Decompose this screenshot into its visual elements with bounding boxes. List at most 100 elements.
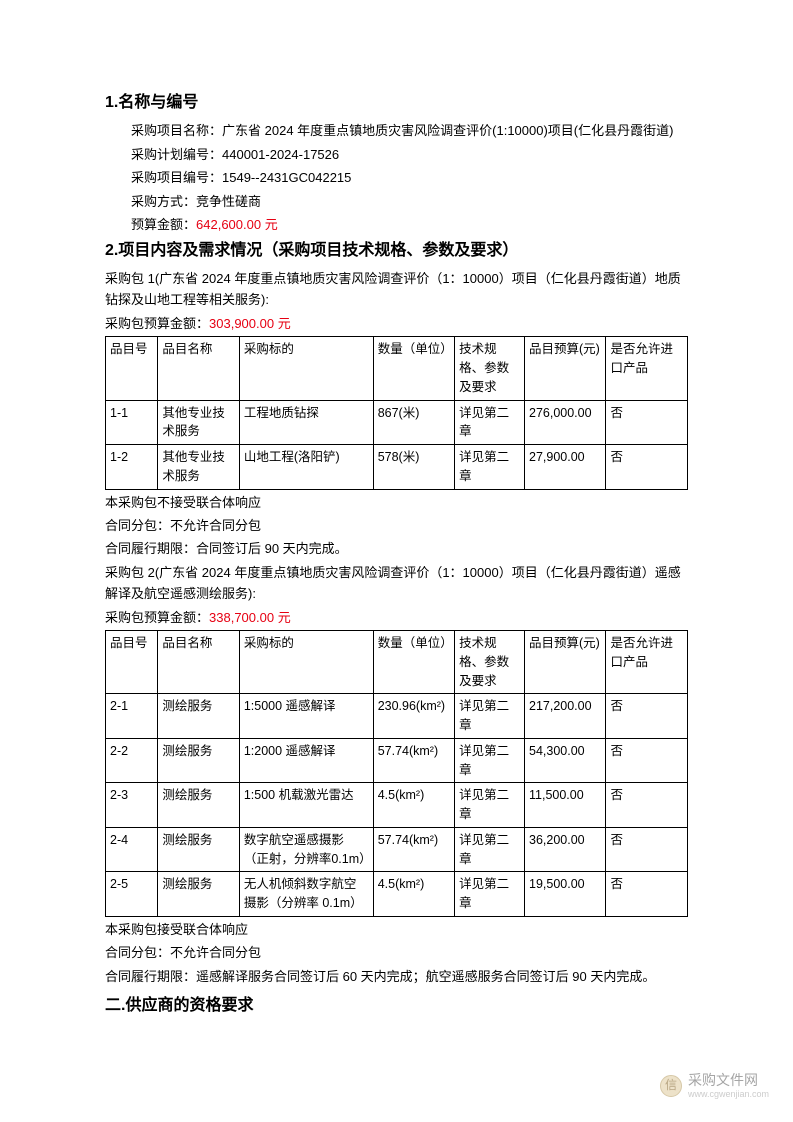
table2-header-row: 品目号 品目名称 采购标的 数量（单位） 技术规格、参数及要求 品目预算(元) … (106, 631, 688, 694)
section1-title: 1.名称与编号 (105, 90, 688, 116)
section3-title: 二.供应商的资格要求 (105, 993, 688, 1019)
cell: 4.5(km²) (373, 783, 454, 828)
cell: 1:5000 遥感解译 (239, 694, 373, 739)
cell: 详见第二章 (455, 400, 525, 445)
table2-row: 2-5 测绘服务 无人机倾斜数字航空摄影（分辨率 0.1m） 4.5(km²) … (106, 872, 688, 917)
project-name-value: 广东省 2024 年度重点镇地质灾害风险调查评价(1:10000)项目(仁化县丹… (222, 123, 673, 138)
cell: 57.74(km²) (373, 827, 454, 872)
cell: 山地工程(洛阳铲) (239, 445, 373, 490)
cell: 否 (606, 400, 688, 445)
table2-row: 2-3 测绘服务 1:500 机载激光雷达 4.5(km²) 详见第二章 11,… (106, 783, 688, 828)
cell: 详见第二章 (455, 872, 525, 917)
project-no-value: 1549--2431GC042215 (222, 170, 351, 185)
table2-row: 2-1 测绘服务 1:5000 遥感解译 230.96(km²) 详见第二章 2… (106, 694, 688, 739)
cell: 57.74(km²) (373, 738, 454, 783)
cell: 详见第二章 (455, 694, 525, 739)
cell: 867(米) (373, 400, 454, 445)
package2-budget-value: 338,700.00 元 (209, 610, 291, 625)
cell: 测绘服务 (158, 783, 239, 828)
package1-note: 本采购包不接受联合体响应 (105, 492, 688, 513)
cell: 2-4 (106, 827, 158, 872)
package2-note: 合同分包：不允许合同分包 (105, 942, 688, 963)
cell: 详见第二章 (455, 738, 525, 783)
th-c5: 品目预算(元) (525, 337, 606, 400)
cell: 11,500.00 (525, 783, 606, 828)
table1-row: 1-2 其他专业技术服务 山地工程(洛阳铲) 578(米) 详见第二章 27,9… (106, 445, 688, 490)
cell: 否 (606, 694, 688, 739)
budget-label: 预算金额： (131, 217, 196, 232)
cell: 578(米) (373, 445, 454, 490)
cell: 2-1 (106, 694, 158, 739)
th-c2: 采购标的 (239, 631, 373, 694)
project-no-label: 采购项目编号： (131, 170, 222, 185)
cell: 217,200.00 (525, 694, 606, 739)
plan-no-line: 采购计划编号：440001-2024-17526 (105, 144, 688, 165)
budget-value: 642,600.00 元 (196, 217, 278, 232)
th-c3: 数量（单位） (373, 337, 454, 400)
method-line: 采购方式：竞争性磋商 (105, 191, 688, 212)
cell: 其他专业技术服务 (158, 445, 239, 490)
cell: 否 (606, 445, 688, 490)
cell: 2-3 (106, 783, 158, 828)
package1-budget-line: 采购包预算金额：303,900.00 元 (105, 313, 688, 334)
cell: 详见第二章 (455, 783, 525, 828)
package1-budget-value: 303,900.00 元 (209, 316, 291, 331)
watermark-sub: www.cgwenjian.com (688, 1089, 769, 1100)
watermark-icon: 信 (660, 1075, 682, 1097)
watermark-text: 采购文件网 www.cgwenjian.com (688, 1072, 769, 1100)
table2-row: 2-4 测绘服务 数字航空遥感摄影（正射，分辨率0.1m） 57.74(km²)… (106, 827, 688, 872)
th-c3: 数量（单位） (373, 631, 454, 694)
project-no-line: 采购项目编号：1549--2431GC042215 (105, 167, 688, 188)
cell: 4.5(km²) (373, 872, 454, 917)
cell: 230.96(km²) (373, 694, 454, 739)
watermark: 信 采购文件网 www.cgwenjian.com (660, 1072, 769, 1100)
budget-line: 预算金额：642,600.00 元 (105, 214, 688, 235)
cell: 19,500.00 (525, 872, 606, 917)
th-c1: 品目名称 (158, 337, 239, 400)
project-name-label: 采购项目名称： (131, 123, 222, 138)
cell: 276,000.00 (525, 400, 606, 445)
cell: 数字航空遥感摄影（正射，分辨率0.1m） (239, 827, 373, 872)
package2-note: 本采购包接受联合体响应 (105, 919, 688, 940)
package2-desc: 采购包 2(广东省 2024 年度重点镇地质灾害风险调查评价（1：10000）项… (105, 562, 688, 605)
cell: 2-2 (106, 738, 158, 783)
th-c0: 品目号 (106, 337, 158, 400)
cell: 详见第二章 (455, 445, 525, 490)
plan-no-value: 440001-2024-17526 (222, 147, 339, 162)
table1: 品目号 品目名称 采购标的 数量（单位） 技术规格、参数及要求 品目预算(元) … (105, 336, 688, 489)
cell: 27,900.00 (525, 445, 606, 490)
watermark-main: 采购文件网 (688, 1072, 769, 1089)
cell: 2-5 (106, 872, 158, 917)
method-value: 竞争性磋商 (196, 194, 261, 209)
package1-note: 合同分包：不允许合同分包 (105, 515, 688, 536)
th-c1: 品目名称 (158, 631, 239, 694)
package2-note: 合同履行期限：遥感解译服务合同签订后 60 天内完成；航空遥感服务合同签订后 9… (105, 966, 688, 987)
cell: 测绘服务 (158, 694, 239, 739)
cell: 否 (606, 783, 688, 828)
th-c6: 是否允许进口产品 (606, 337, 688, 400)
table2: 品目号 品目名称 采购标的 数量（单位） 技术规格、参数及要求 品目预算(元) … (105, 630, 688, 917)
th-c4: 技术规格、参数及要求 (455, 631, 525, 694)
th-c2: 采购标的 (239, 337, 373, 400)
cell: 测绘服务 (158, 738, 239, 783)
cell: 否 (606, 827, 688, 872)
cell: 1:2000 遥感解译 (239, 738, 373, 783)
th-c6: 是否允许进口产品 (606, 631, 688, 694)
cell: 测绘服务 (158, 827, 239, 872)
package2-budget-line: 采购包预算金额：338,700.00 元 (105, 607, 688, 628)
plan-no-label: 采购计划编号： (131, 147, 222, 162)
cell: 否 (606, 738, 688, 783)
cell: 详见第二章 (455, 827, 525, 872)
th-c4: 技术规格、参数及要求 (455, 337, 525, 400)
package1-note: 合同履行期限：合同签订后 90 天内完成。 (105, 538, 688, 559)
cell: 否 (606, 872, 688, 917)
table1-row: 1-1 其他专业技术服务 工程地质钻探 867(米) 详见第二章 276,000… (106, 400, 688, 445)
package2-budget-label: 采购包预算金额： (105, 610, 209, 625)
th-c0: 品目号 (106, 631, 158, 694)
package1-budget-label: 采购包预算金额： (105, 316, 209, 331)
method-label: 采购方式： (131, 194, 196, 209)
cell: 无人机倾斜数字航空摄影（分辨率 0.1m） (239, 872, 373, 917)
cell: 工程地质钻探 (239, 400, 373, 445)
project-name-line: 采购项目名称：广东省 2024 年度重点镇地质灾害风险调查评价(1:10000)… (105, 120, 688, 141)
package1-desc: 采购包 1(广东省 2024 年度重点镇地质灾害风险调查评价（1：10000）项… (105, 268, 688, 311)
